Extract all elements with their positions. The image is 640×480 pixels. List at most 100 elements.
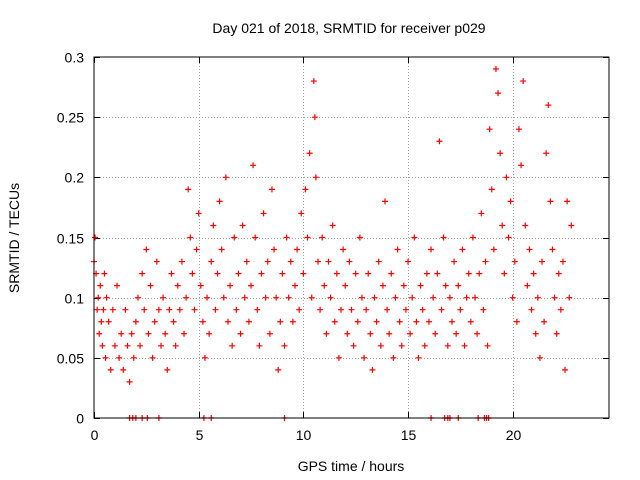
data-point — [365, 270, 372, 277]
data-point — [562, 366, 569, 373]
data-point — [178, 258, 185, 265]
data-point — [440, 234, 447, 241]
data-point — [137, 342, 144, 349]
data-point — [495, 90, 502, 97]
data-point — [191, 306, 198, 313]
data-point — [545, 102, 552, 109]
data-point — [438, 306, 445, 313]
data-point — [499, 222, 506, 229]
data-point — [568, 222, 575, 229]
data-point — [111, 342, 118, 349]
data-point — [95, 294, 102, 301]
data-point — [183, 294, 190, 301]
data-point — [388, 270, 395, 277]
data-point — [325, 258, 332, 265]
data-point — [520, 78, 527, 85]
data-point — [534, 294, 541, 301]
y-tick-label: 0.25 — [57, 110, 84, 126]
data-point — [176, 306, 183, 313]
data-point — [128, 330, 135, 337]
data-point — [216, 198, 223, 205]
data-point — [513, 318, 520, 325]
data-point — [551, 294, 558, 301]
data-point — [501, 270, 508, 277]
data-point — [310, 78, 317, 85]
data-point — [151, 318, 158, 325]
data-point — [402, 306, 409, 313]
data-point — [526, 246, 533, 253]
data-point — [331, 318, 338, 325]
data-point — [453, 330, 460, 337]
data-point — [101, 270, 108, 277]
data-point — [143, 246, 150, 253]
data-point — [524, 282, 531, 289]
data-point — [264, 258, 271, 265]
data-point — [237, 330, 244, 337]
data-point — [327, 294, 334, 301]
data-point — [201, 354, 208, 361]
data-point — [100, 306, 107, 313]
data-point — [346, 258, 353, 265]
data-point — [312, 174, 319, 181]
x-tick-label: 5 — [196, 427, 204, 443]
data-point — [134, 294, 141, 301]
y-tick-label: 0 — [76, 411, 84, 427]
data-point — [141, 306, 148, 313]
data-point — [174, 282, 181, 289]
data-point — [361, 354, 368, 361]
data-point — [476, 270, 483, 277]
data-point — [250, 162, 257, 169]
data-point — [417, 282, 424, 289]
data-point — [145, 330, 152, 337]
data-point — [543, 150, 550, 157]
data-point — [147, 282, 154, 289]
data-point — [492, 66, 499, 73]
data-point — [344, 330, 351, 337]
data-point — [139, 270, 146, 277]
data-point — [109, 306, 116, 313]
data-point — [488, 186, 495, 193]
data-point — [392, 294, 399, 301]
data-point — [536, 354, 543, 361]
data-point — [411, 234, 418, 241]
data-point — [277, 318, 284, 325]
data-point — [398, 342, 405, 349]
data-point — [193, 246, 200, 253]
data-point — [164, 366, 171, 373]
data-point — [107, 366, 114, 373]
data-point — [507, 198, 514, 205]
data-point — [490, 246, 497, 253]
data-point — [390, 354, 397, 361]
data-point — [333, 270, 340, 277]
data-point — [153, 258, 160, 265]
data-point — [99, 342, 106, 349]
data-point — [451, 258, 458, 265]
data-point — [118, 330, 125, 337]
data-point — [235, 270, 242, 277]
data-point — [273, 294, 280, 301]
data-point — [256, 342, 263, 349]
axis-ticks: 0 0.05 0.1 0.15 0.2 0.25 0.3 0 5 10 15 20 — [57, 50, 609, 443]
data-point — [181, 330, 188, 337]
data-point — [185, 186, 192, 193]
data-point — [505, 234, 512, 241]
data-point — [271, 246, 278, 253]
data-point — [425, 318, 432, 325]
data-point — [92, 234, 99, 241]
data-point — [394, 246, 401, 253]
data-point — [160, 294, 167, 301]
data-point — [315, 258, 322, 265]
data-point — [482, 258, 489, 265]
data-point — [195, 210, 202, 217]
data-point — [469, 234, 476, 241]
data-point — [248, 282, 255, 289]
data-point — [480, 306, 487, 313]
data-point — [367, 330, 374, 337]
data-point — [262, 294, 269, 301]
data-point — [503, 174, 510, 181]
data-point — [436, 138, 443, 145]
data-point — [549, 246, 556, 253]
data-point — [384, 306, 391, 313]
data-point — [229, 342, 236, 349]
